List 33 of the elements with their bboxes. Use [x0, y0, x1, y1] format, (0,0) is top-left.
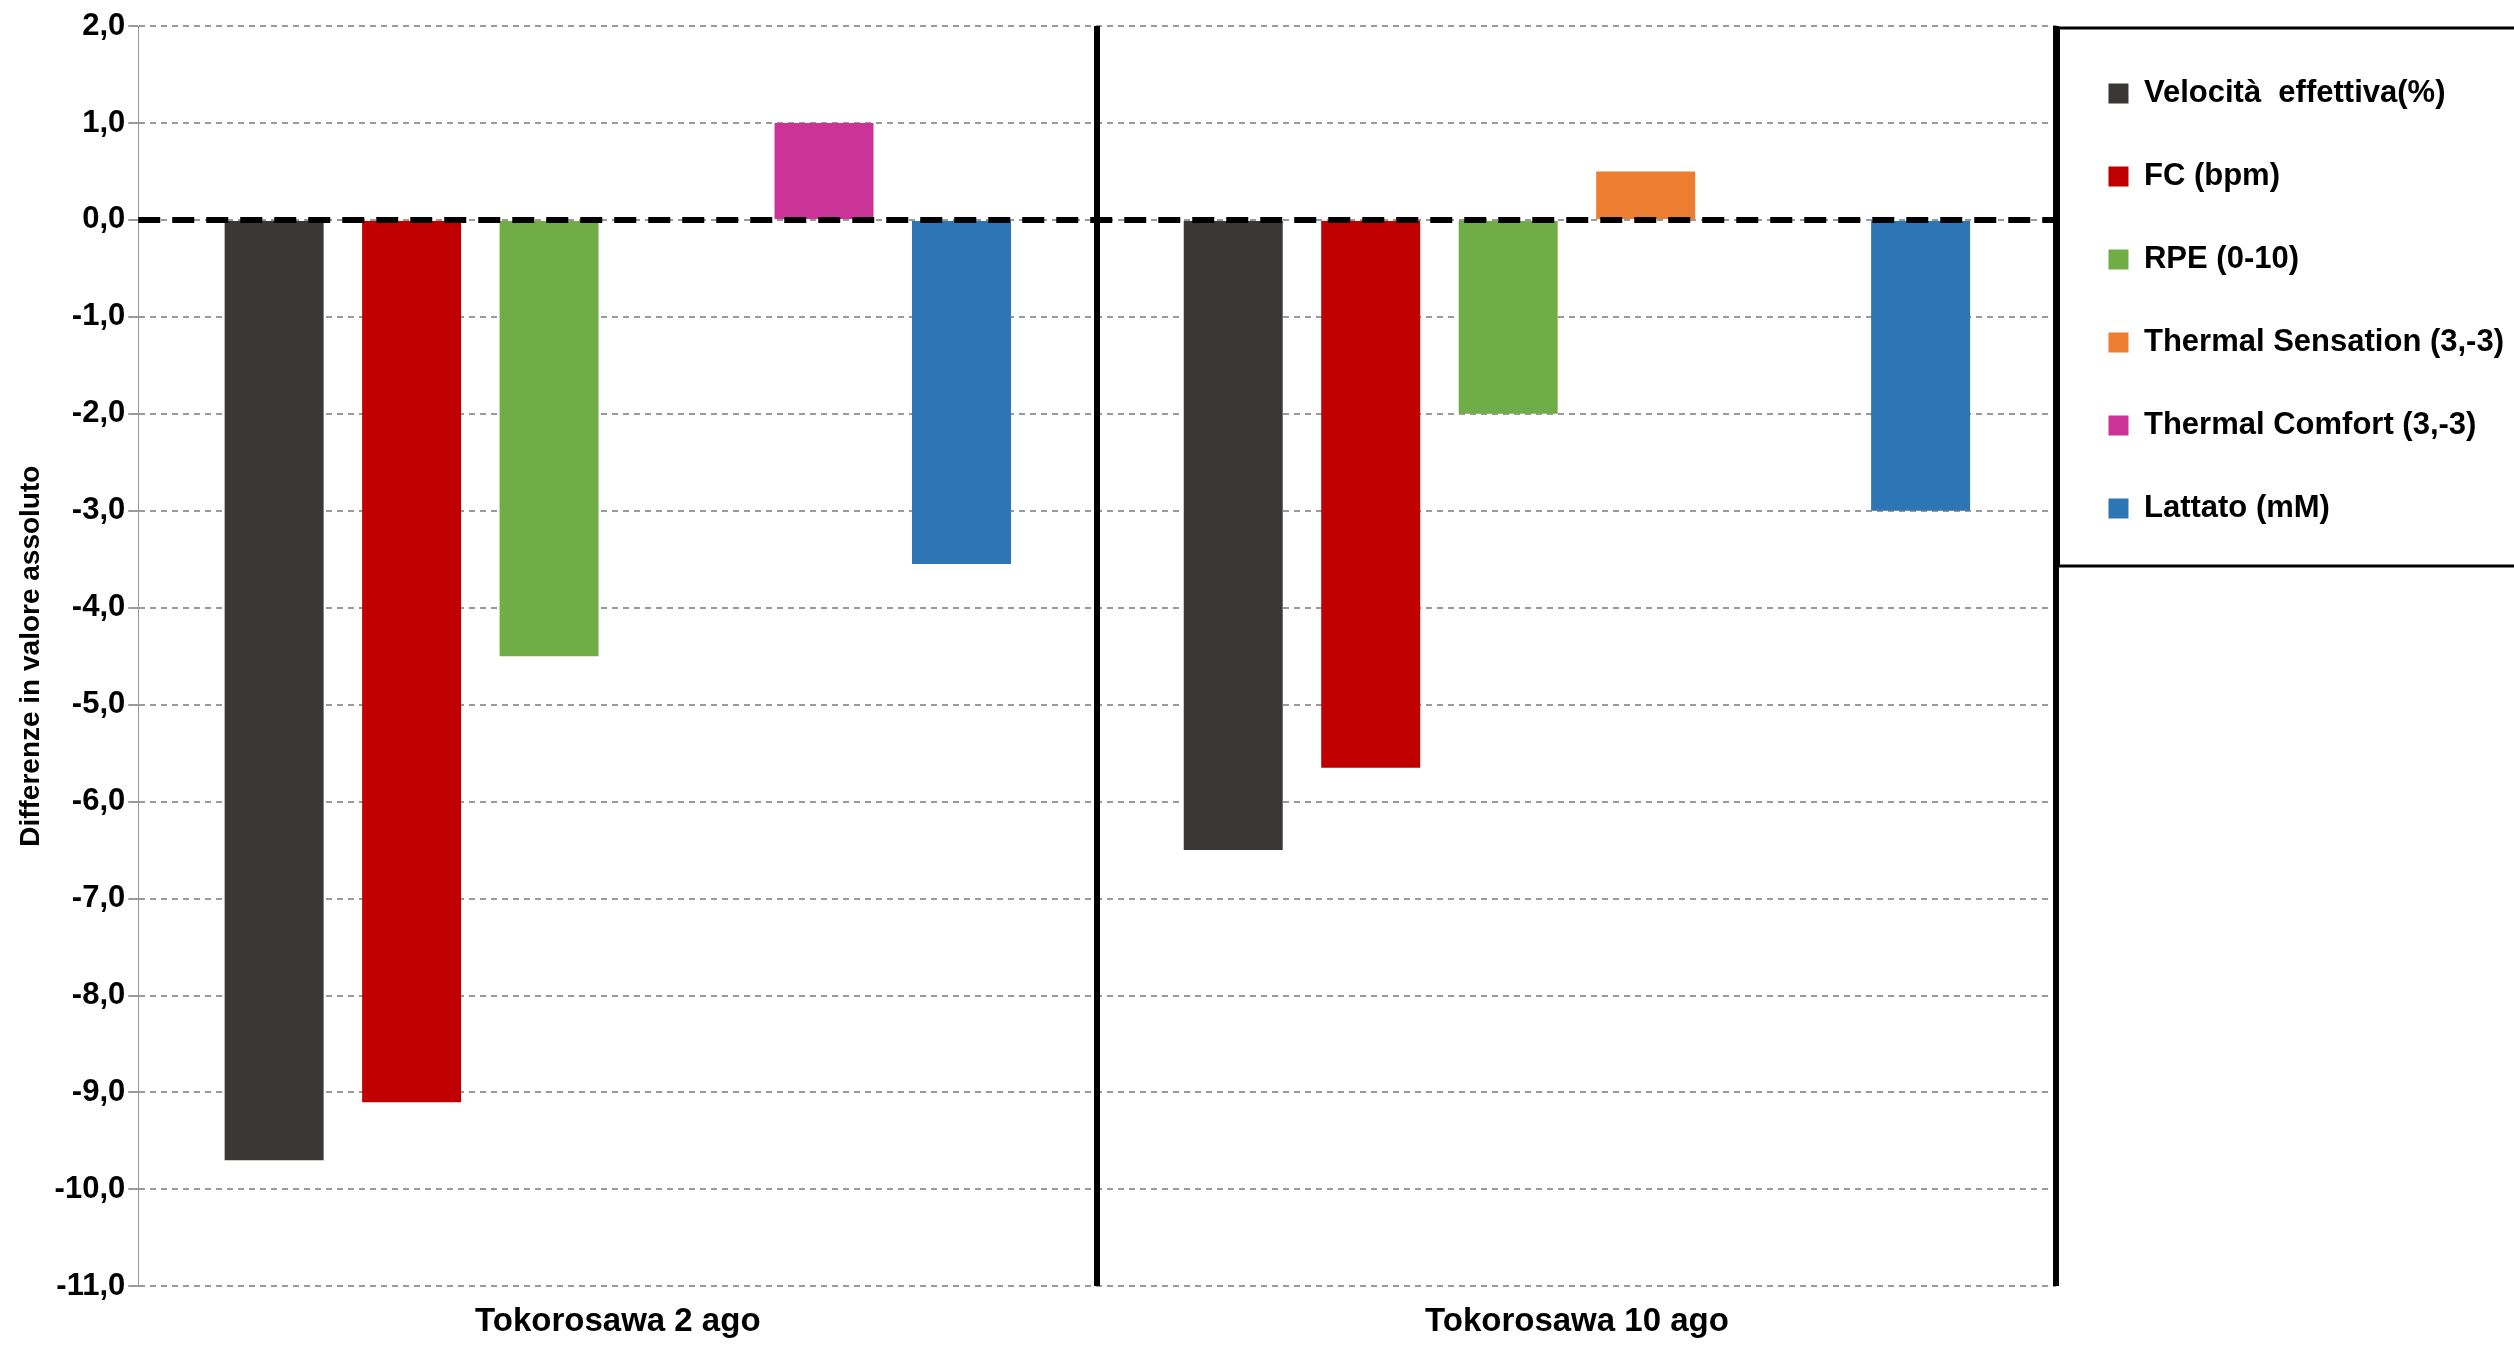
y-tick-label: -4,0 — [71, 588, 126, 624]
y-tick-label: -10,0 — [54, 1169, 126, 1205]
y-tick-label: 0,0 — [82, 200, 126, 236]
y-tick-label: -2,0 — [71, 394, 126, 430]
bar — [1458, 220, 1558, 414]
bar — [774, 122, 874, 219]
y-tick-label: -5,0 — [71, 685, 126, 721]
bar — [224, 220, 324, 1161]
y-tick-label: -3,0 — [71, 491, 126, 527]
legend-label: RPE (0-10) — [2143, 240, 2300, 276]
bar — [1596, 171, 1696, 219]
bar — [1871, 220, 1971, 511]
legend-label: Lattato (mM) — [2143, 489, 2330, 525]
bar — [1321, 220, 1421, 768]
legend-label: Thermal Sensation (3,-3) — [2143, 323, 2504, 359]
bar — [1183, 220, 1283, 851]
y-tick-label: 2,0 — [82, 6, 126, 42]
y-tick-label: -7,0 — [71, 879, 126, 915]
bar — [912, 220, 1011, 565]
y-tick-label: -11,0 — [56, 1266, 126, 1302]
y-tick-label: -8,0 — [71, 976, 126, 1012]
legend-label: Velocità effettiva(%) — [2143, 74, 2446, 110]
bar — [362, 220, 462, 1103]
y-tick-label: 1,0 — [82, 103, 126, 139]
bar — [499, 220, 599, 657]
x-tick-label: Tokorosawa 10 ago — [1425, 1301, 1729, 1339]
legend-label: Thermal Comfort (3,-3) — [2143, 406, 2477, 442]
y-tick-label: -9,0 — [71, 1073, 126, 1109]
legend-label: FC (bpm) — [2143, 157, 2280, 193]
y-tick-label: -1,0 — [71, 297, 126, 333]
y-tick-label: -6,0 — [71, 782, 126, 818]
y-axis-title: Differenze in valore assoluto — [13, 465, 45, 847]
x-tick-label: Tokorosawa 2 ago — [475, 1301, 761, 1339]
